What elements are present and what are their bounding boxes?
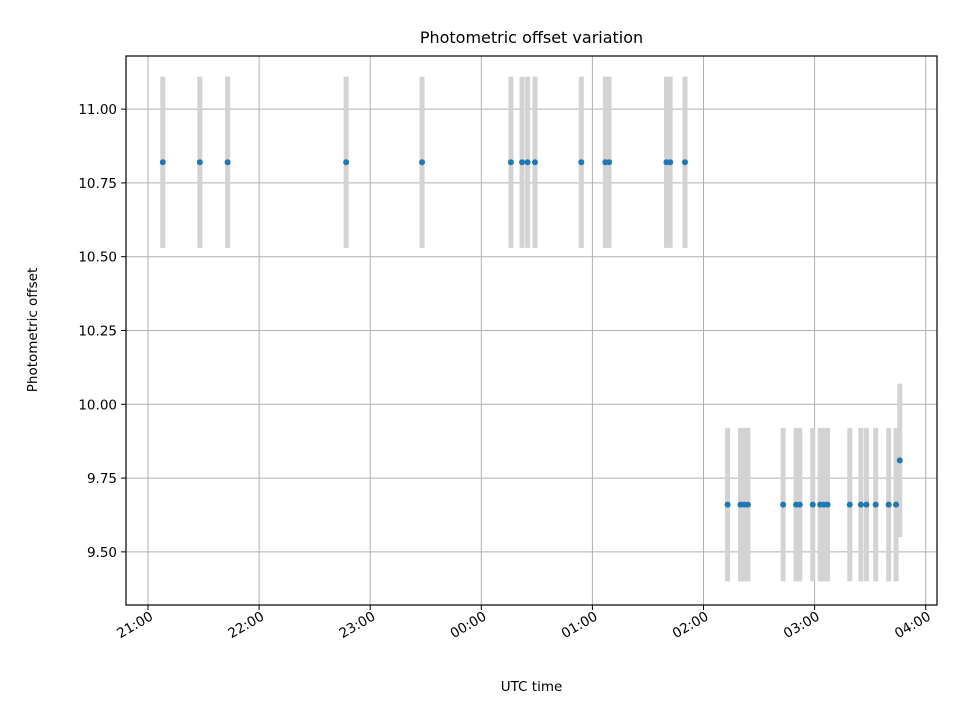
data-point	[531, 159, 538, 166]
data-point	[519, 159, 526, 166]
y-tick-label: 10.00	[78, 397, 117, 413]
data-point	[857, 501, 864, 508]
data-point	[524, 159, 531, 166]
y-tick-label: 10.25	[78, 324, 117, 340]
data-point	[224, 159, 231, 166]
data-point	[896, 457, 903, 464]
data-point	[796, 501, 803, 508]
y-tick-label: 11.00	[78, 102, 117, 118]
data-point	[681, 159, 688, 166]
data-point	[872, 501, 879, 508]
y-axis-label: Photometric offset	[25, 268, 41, 392]
data-point	[343, 159, 350, 166]
point-layer	[159, 159, 903, 508]
data-point	[885, 501, 892, 508]
data-point	[893, 501, 900, 508]
data-point	[780, 501, 787, 508]
y-tick-label: 10.75	[78, 176, 117, 192]
data-point	[196, 159, 203, 166]
data-point	[863, 501, 870, 508]
y-axis: 9.50 9.75 10.00 10.25 10.50 10.75 11.00	[78, 102, 126, 561]
data-point	[667, 159, 674, 166]
data-point	[159, 159, 166, 166]
y-tick-label: 9.50	[87, 545, 117, 561]
data-point	[824, 501, 831, 508]
data-point	[419, 159, 426, 166]
data-point	[744, 501, 751, 508]
data-point	[724, 501, 731, 508]
data-point	[809, 501, 816, 508]
data-point	[507, 159, 514, 166]
x-axis-label: UTC time	[501, 679, 563, 695]
chart-title: Photometric offset variation	[420, 28, 643, 47]
data-point	[846, 501, 853, 508]
data-point	[578, 159, 585, 166]
data-point	[606, 159, 613, 166]
y-tick-label: 10.50	[78, 250, 117, 266]
y-tick-label: 9.75	[87, 471, 117, 487]
